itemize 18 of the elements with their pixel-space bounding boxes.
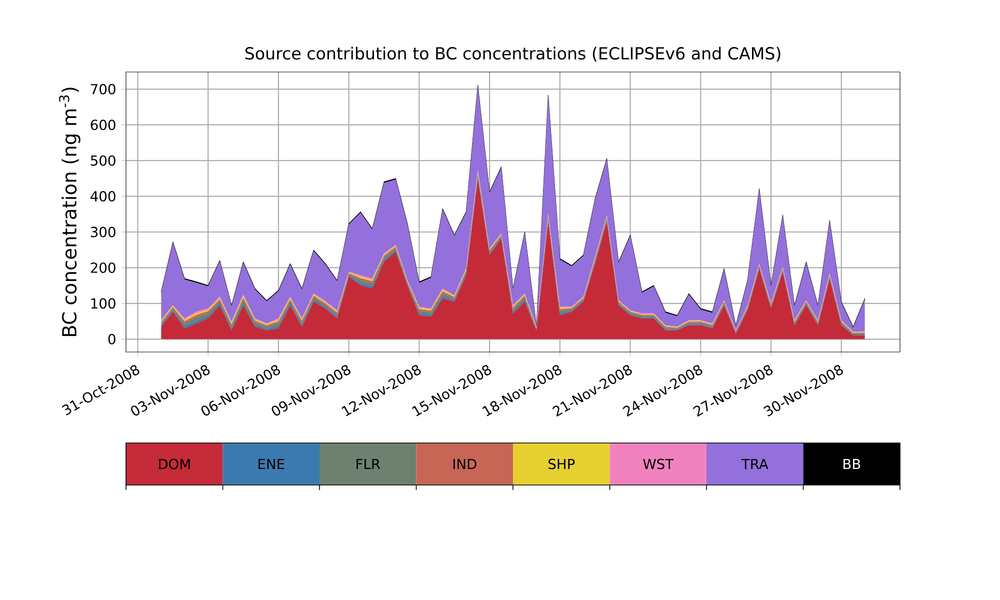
text: BB	[844, 458, 860, 470]
y-tick-label: 600	[90, 120, 116, 130]
y-tick-label: 400	[90, 191, 116, 202]
y-tick-label: 200	[90, 262, 116, 273]
y-axis-title: BC concentration (ng m$^{-3}$)	[59, 88, 80, 336]
text: FLR	[356, 458, 380, 470]
text: DOM	[159, 458, 190, 470]
text: ENE	[258, 458, 284, 470]
y-tick-label: 0	[108, 334, 116, 344]
y-tick-label: 500	[90, 155, 116, 166]
y-tick-label: 100	[91, 298, 116, 309]
text: SHP	[548, 458, 575, 470]
text: TRA	[741, 458, 768, 470]
text: WST	[643, 458, 674, 470]
y-tick-label: 300	[90, 226, 116, 238]
y-tick-label: 700	[90, 84, 116, 94]
chart-title: Source contribution to BC concentrations (ECLIPSEv6 and CAMS)	[245, 46, 780, 62]
text: IND	[453, 458, 476, 470]
